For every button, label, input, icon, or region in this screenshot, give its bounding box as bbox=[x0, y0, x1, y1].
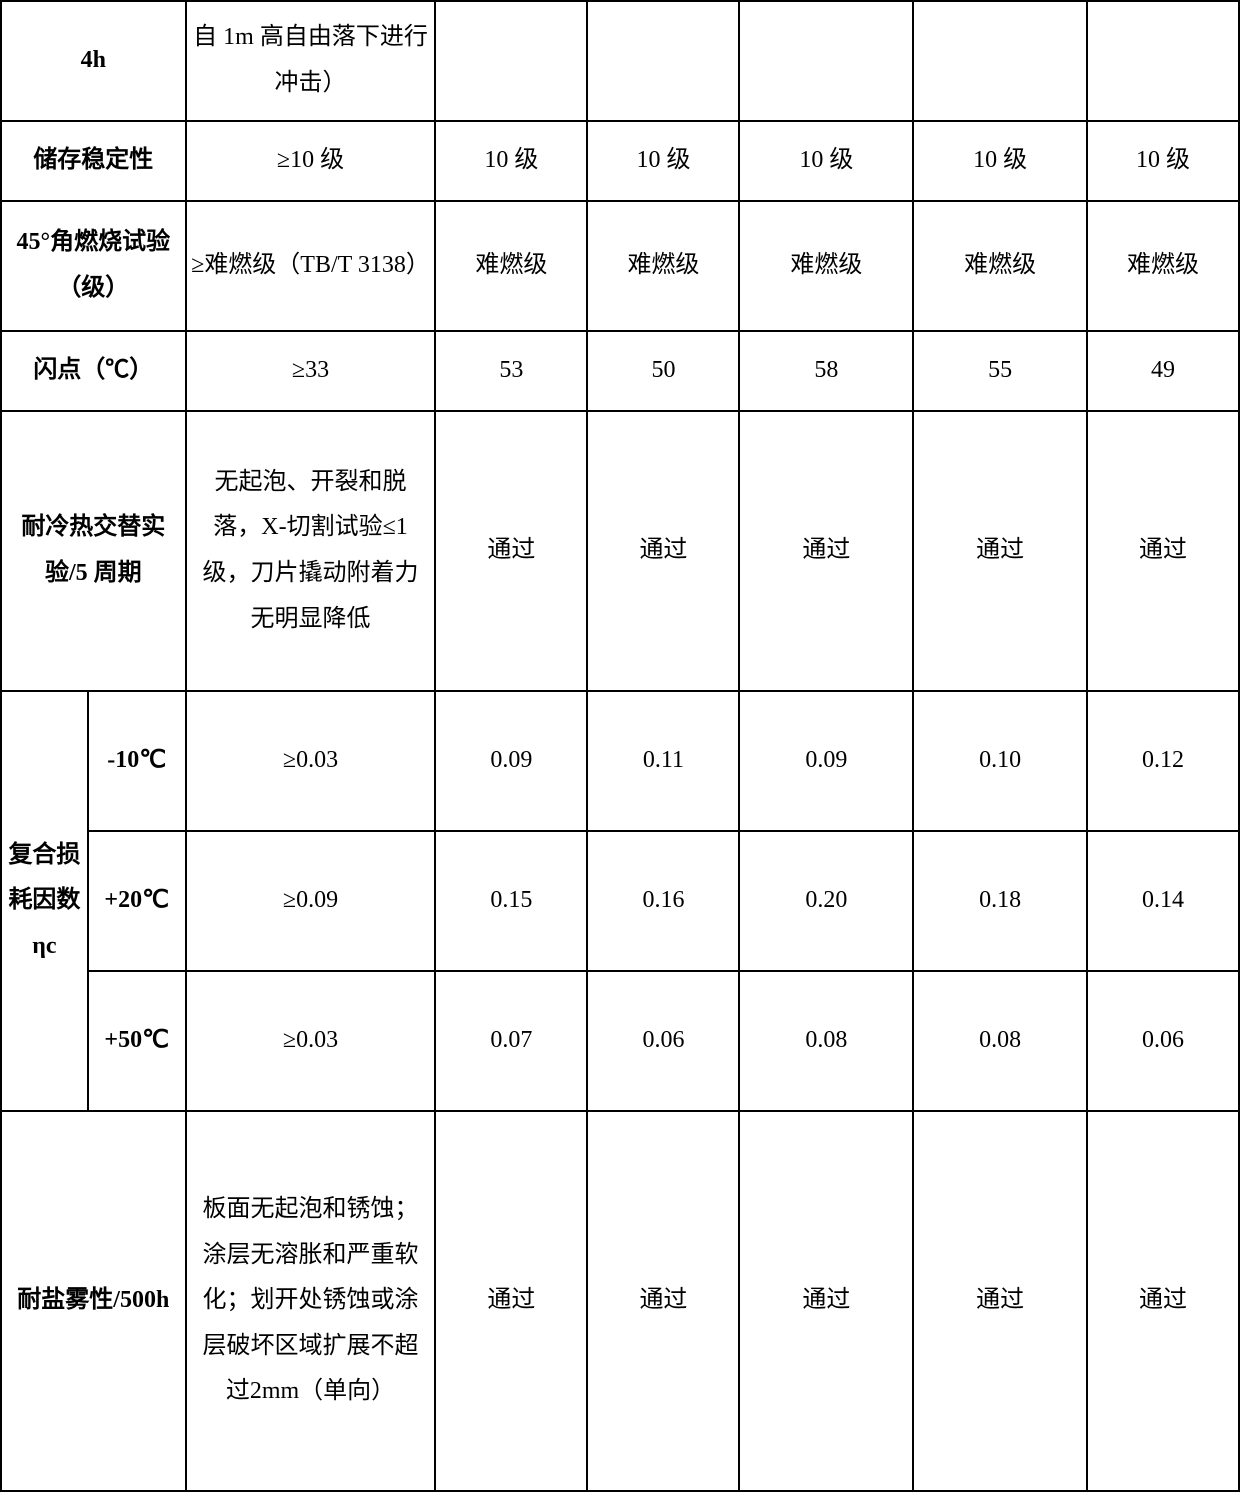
row-spec: ≥难燃级（TB/T 3138） bbox=[186, 201, 436, 331]
cell-value: 0.10 bbox=[913, 691, 1087, 831]
spec-table: 4h 自 1m 高自由落下进行冲击） 储存稳定性 ≥10 级 10 级 10 级… bbox=[0, 0, 1240, 1492]
table-row: 4h 自 1m 高自由落下进行冲击） bbox=[1, 1, 1239, 121]
cell-value bbox=[435, 1, 587, 121]
cell-value: 通过 bbox=[739, 411, 913, 691]
row-spec: ≥33 bbox=[186, 331, 436, 411]
cell-value bbox=[913, 1, 1087, 121]
cell-value: 0.09 bbox=[739, 691, 913, 831]
cell-value: 0.08 bbox=[913, 971, 1087, 1111]
cell-value: 0.20 bbox=[739, 831, 913, 971]
cell-value: 58 bbox=[739, 331, 913, 411]
cell-value: 55 bbox=[913, 331, 1087, 411]
cell-value: 通过 bbox=[587, 411, 739, 691]
cell-value: 10 级 bbox=[739, 121, 913, 201]
cell-value: 0.14 bbox=[1087, 831, 1239, 971]
row-label: 闪点（℃） bbox=[1, 331, 186, 411]
row-label: 耐盐雾性/500h bbox=[1, 1111, 186, 1491]
cell-value: 10 级 bbox=[913, 121, 1087, 201]
cell-value: 通过 bbox=[435, 1111, 587, 1491]
cell-value bbox=[587, 1, 739, 121]
cell-value: 0.15 bbox=[435, 831, 587, 971]
cell-value: 49 bbox=[1087, 331, 1239, 411]
table-row: 耐冷热交替实验/5 周期 无起泡、开裂和脱落，X-切割试验≤1级，刀片撬动附着力… bbox=[1, 411, 1239, 691]
cell-value: 通过 bbox=[739, 1111, 913, 1491]
cell-value: 通过 bbox=[913, 1111, 1087, 1491]
cell-value: 通过 bbox=[1087, 1111, 1239, 1491]
table-row: 储存稳定性 ≥10 级 10 级 10 级 10 级 10 级 10 级 bbox=[1, 121, 1239, 201]
table-row: 45°角燃烧试验（级） ≥难燃级（TB/T 3138） 难燃级 难燃级 难燃级 … bbox=[1, 201, 1239, 331]
cell-value: 0.06 bbox=[587, 971, 739, 1111]
sub-temp: -10℃ bbox=[88, 691, 186, 831]
row-label: 45°角燃烧试验（级） bbox=[1, 201, 186, 331]
cell-value: 通过 bbox=[435, 411, 587, 691]
cell-value: 10 级 bbox=[435, 121, 587, 201]
cell-value bbox=[739, 1, 913, 121]
cell-value: 10 级 bbox=[587, 121, 739, 201]
sub-temp: +50℃ bbox=[88, 971, 186, 1111]
table-row: 复合损耗因数 ηc -10℃ ≥0.03 0.09 0.11 0.09 0.10… bbox=[1, 691, 1239, 831]
row-spec: ≥0.03 bbox=[186, 971, 436, 1111]
cell-value: 通过 bbox=[913, 411, 1087, 691]
row-label: 4h bbox=[1, 1, 186, 121]
row-label: 耐冷热交替实验/5 周期 bbox=[1, 411, 186, 691]
sub-temp: +20℃ bbox=[88, 831, 186, 971]
cell-value: 10 级 bbox=[1087, 121, 1239, 201]
row-spec: 板面无起泡和锈蚀；涂层无溶胀和严重软化；划开处锈蚀或涂层破坏区域扩展不超过2mm… bbox=[186, 1111, 436, 1491]
cell-value: 0.11 bbox=[587, 691, 739, 831]
table-row: +50℃ ≥0.03 0.07 0.06 0.08 0.08 0.06 bbox=[1, 971, 1239, 1111]
cell-value: 0.16 bbox=[587, 831, 739, 971]
cell-value: 0.08 bbox=[739, 971, 913, 1111]
group-label: 复合损耗因数 ηc bbox=[1, 691, 88, 1111]
cell-value: 0.12 bbox=[1087, 691, 1239, 831]
cell-value: 难燃级 bbox=[739, 201, 913, 331]
row-spec: ≥0.03 bbox=[186, 691, 436, 831]
cell-value: 0.09 bbox=[435, 691, 587, 831]
table-row: 闪点（℃） ≥33 53 50 58 55 49 bbox=[1, 331, 1239, 411]
table-row: +20℃ ≥0.09 0.15 0.16 0.20 0.18 0.14 bbox=[1, 831, 1239, 971]
cell-value: 难燃级 bbox=[587, 201, 739, 331]
cell-value: 53 bbox=[435, 331, 587, 411]
table-row: 耐盐雾性/500h 板面无起泡和锈蚀；涂层无溶胀和严重软化；划开处锈蚀或涂层破坏… bbox=[1, 1111, 1239, 1491]
cell-value: 难燃级 bbox=[435, 201, 587, 331]
cell-value: 50 bbox=[587, 331, 739, 411]
row-spec: 无起泡、开裂和脱落，X-切割试验≤1级，刀片撬动附着力无明显降低 bbox=[186, 411, 436, 691]
cell-value: 0.06 bbox=[1087, 971, 1239, 1111]
cell-value: 0.07 bbox=[435, 971, 587, 1111]
cell-value: 0.18 bbox=[913, 831, 1087, 971]
cell-value: 通过 bbox=[587, 1111, 739, 1491]
row-label: 储存稳定性 bbox=[1, 121, 186, 201]
row-spec: ≥10 级 bbox=[186, 121, 436, 201]
cell-value bbox=[1087, 1, 1239, 121]
row-spec: 自 1m 高自由落下进行冲击） bbox=[186, 1, 436, 121]
cell-value: 难燃级 bbox=[1087, 201, 1239, 331]
cell-value: 难燃级 bbox=[913, 201, 1087, 331]
cell-value: 通过 bbox=[1087, 411, 1239, 691]
row-spec: ≥0.09 bbox=[186, 831, 436, 971]
